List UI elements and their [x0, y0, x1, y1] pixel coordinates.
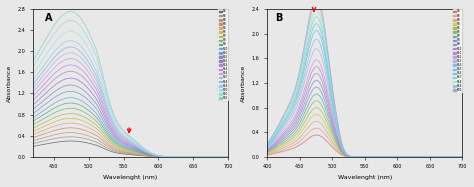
Y-axis label: Absorbance: Absorbance	[241, 64, 246, 102]
Text: A: A	[45, 13, 52, 23]
X-axis label: Wavelenght (nm): Wavelenght (nm)	[337, 175, 392, 180]
Legend: M1, M2, M3, M4, M5, M6, M7, M8, M9, M10, M11, M12, M13, M14, M15, M16, M17, M18,: M1, M2, M3, M4, M5, M6, M7, M8, M9, M10,…	[453, 9, 463, 93]
Text: B: B	[275, 13, 283, 23]
Legend: M1, M2, M3, M4, M5, M6, M7, M8, M9, M10, M11, M12, M13, M14, M15, M16, M17, M18,: M1, M2, M3, M4, M5, M6, M7, M8, M9, M10,…	[219, 9, 229, 101]
Y-axis label: Absorbance: Absorbance	[7, 64, 12, 102]
X-axis label: Wavelenght (nm): Wavelenght (nm)	[103, 175, 158, 180]
